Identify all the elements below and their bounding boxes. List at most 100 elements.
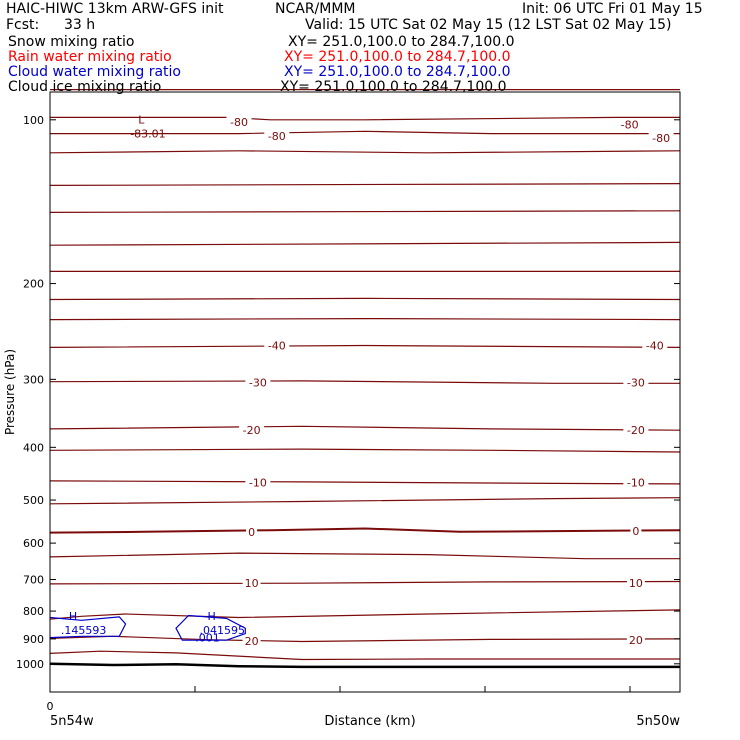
- isotherm-label: 20: [629, 634, 643, 647]
- x-start-label: 5n54w: [50, 714, 94, 729]
- x-axis-title: Distance (km): [324, 714, 415, 729]
- header-org: NCAR/MMM: [275, 1, 356, 17]
- extremum-value: .041595: [200, 624, 246, 637]
- isotherm-8: [49, 297, 681, 301]
- header-title: HAIC-HIWC 13km ARW-GFS init: [6, 1, 224, 17]
- isotherm-label-bg: [617, 118, 643, 131]
- isotherm-label-bg: [623, 476, 649, 489]
- isotherm-label-bg: [246, 526, 258, 539]
- isotherm-10: [49, 344, 681, 348]
- extremum-mark: H: [208, 610, 216, 623]
- isotherm-label: -80: [652, 132, 670, 145]
- cloud-water-contour-label: .001: [195, 632, 220, 645]
- isotherm-label: 0: [248, 526, 255, 539]
- isotherm-5: [49, 210, 681, 213]
- isotherm-19: [49, 609, 681, 620]
- y-tick-label: 400: [23, 441, 44, 454]
- y-tick-label: 500: [23, 494, 44, 507]
- extremum-mark: H: [69, 610, 77, 623]
- cloud-water-contour-23: [49, 616, 127, 639]
- isotherm-label: -30: [249, 376, 267, 389]
- y-tick-label: 700: [23, 574, 44, 587]
- isotherm-6: [49, 241, 681, 246]
- isotherm-label-bg: [648, 131, 674, 144]
- isotherm-label: -80: [230, 116, 248, 129]
- isotherm-label: -80: [621, 118, 639, 131]
- isotherm-label: -10: [627, 476, 645, 489]
- isotherm-18: [49, 580, 681, 585]
- isotherm-label: 20: [245, 635, 259, 648]
- isotherm-label-bg: [623, 424, 649, 437]
- isotherm-label-bg: [623, 376, 649, 389]
- isotherm-4: [49, 183, 681, 186]
- cloud-water-contour-24: [175, 614, 246, 641]
- header-init: Init: 06 UTC Fri 01 May 15: [522, 1, 703, 17]
- isotherm-label: -30: [627, 376, 645, 389]
- isotherm-9: [49, 318, 681, 321]
- isotherm-2: [50, 130, 680, 135]
- isotherm-label-bg: [630, 524, 642, 537]
- field-snow-xy: XY= 251.0,100.0 to 284.7,100.0: [288, 34, 515, 50]
- isotherm-label: -20: [627, 424, 645, 437]
- field-cloudice-name: Cloud ice mixing ratio: [8, 79, 162, 95]
- y-tick-label: 900: [23, 633, 44, 646]
- isotherm-label: -20: [243, 424, 261, 437]
- y-tick-label: 200: [23, 278, 44, 291]
- x-end-label: 5n50w: [636, 714, 680, 729]
- isotherm-17: [49, 552, 680, 560]
- field-cloudwater-xy: XY= 251.0,100.0 to 284.7,100.0: [284, 64, 511, 80]
- header-fcst-value: 33 h: [64, 17, 96, 33]
- isotherm-14: [49, 480, 681, 485]
- isotherm-label-bg: [245, 476, 271, 489]
- isotherm-16: [49, 527, 681, 534]
- surface-pressure-line: [49, 662, 680, 669]
- header-valid: Valid: 15 UTC Sat 02 May 15 (12 LST Sat …: [305, 17, 672, 33]
- isotherm-3: [49, 150, 681, 154]
- extremum-value: -83.01: [130, 127, 165, 140]
- field-rain-name: Rain water mixing ratio: [8, 49, 172, 65]
- isotherm-label-bg: [242, 634, 261, 647]
- isotherm-label: -80: [268, 130, 286, 143]
- isotherm-20: [49, 635, 681, 643]
- y-tick-label: 100: [23, 114, 44, 127]
- header-fcst-label: Fcst:: [6, 17, 40, 33]
- y-tick-label: 300: [23, 373, 44, 386]
- isotherm-label: 10: [245, 577, 259, 590]
- isotherm-label-bg: [226, 116, 252, 129]
- isotherm-1: [50, 116, 680, 121]
- y-tick-label: 800: [23, 605, 44, 618]
- isotherm-label: -40: [268, 340, 286, 353]
- plot-area: -80 -80 -80 -80 -40 -40 -30 -30 -20 -20 -10 -10 0 0 10…: [49, 88, 681, 669]
- y-tick-label: 1000: [16, 658, 44, 671]
- field-rain-xy: XY= 251.0,100.0 to 284.7,100.0: [284, 49, 511, 65]
- isotherm-label-bg: [642, 339, 668, 352]
- x-tick-label-0: 0: [47, 700, 54, 713]
- isotherm-label: 0: [632, 525, 639, 538]
- plot-frame: [49, 91, 681, 693]
- extremum-value: .145593: [61, 624, 107, 637]
- isotherm-label-bg: [239, 424, 265, 437]
- isotherm-13: [49, 448, 681, 453]
- isotherm-label-bg: [626, 633, 645, 646]
- y-axis-title: Pressure (hPa): [3, 349, 17, 435]
- isotherm-label: 10: [629, 577, 643, 590]
- isotherm-21: [49, 650, 680, 661]
- field-cloudwater-name: Cloud water mixing ratio: [8, 64, 181, 80]
- isotherm-label-bg: [242, 577, 261, 590]
- isotherm-11: [49, 380, 680, 384]
- field-cloudice-xy: XY= 251.0,100.0 to 284.7,100.0: [280, 79, 507, 95]
- x-axis: [49, 686, 631, 692]
- isotherm-label: -10: [249, 476, 267, 489]
- isotherm-label-bg: [626, 577, 645, 590]
- isotherm-label-bg: [264, 129, 290, 142]
- field-snow-name: Snow mixing ratio: [8, 34, 135, 50]
- isotherm-15: [49, 497, 681, 505]
- isotherm-12: [49, 425, 681, 431]
- isotherm-label-bg: [245, 376, 271, 389]
- y-tick-label: 600: [23, 537, 44, 550]
- extremum-mark: L: [138, 113, 145, 126]
- isotherm-label: -40: [646, 340, 664, 353]
- isotherm-label-bg: [264, 339, 290, 352]
